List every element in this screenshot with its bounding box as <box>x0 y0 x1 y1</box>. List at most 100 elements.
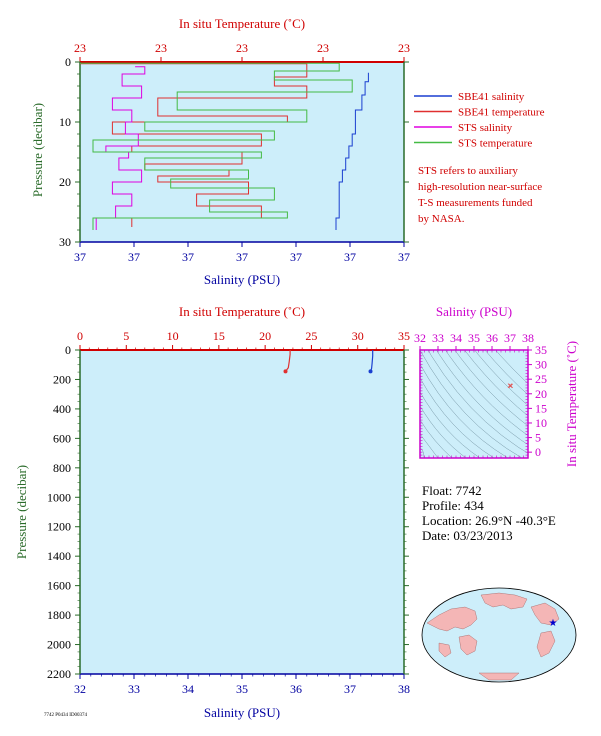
top-temperature-axis-title: In situ Temperature (˚C) <box>179 16 305 31</box>
main-plot-area <box>79 349 405 675</box>
series-sbe41-salinity <box>369 350 374 372</box>
main-salinity-tick-label: 34 <box>182 682 194 696</box>
main-temperature-tick-label: 35 <box>398 329 410 343</box>
ts-temperature-tick-label: 15 <box>535 401 547 415</box>
ts-temperature-tick-label: 20 <box>535 387 547 401</box>
ts-density-contour <box>420 391 481 458</box>
ts-density-contour <box>454 350 528 427</box>
ts-salinity-axis-title: Salinity (PSU) <box>436 304 512 319</box>
near-surface-profile-chart: 23 23 23 23 23 37 37 37 37 37 37 37 0 10 20 30 In situ … <box>30 16 410 287</box>
ts-density-contour <box>474 350 528 406</box>
main-temperature-tick-label: 0 <box>77 329 83 343</box>
main-pressure-tick-label: 400 <box>53 402 71 416</box>
ts-salinity-tick-label: 32 <box>414 331 426 345</box>
legend-label: SBE41 salinity <box>458 91 525 103</box>
top-salinity-tick-label: 37 <box>182 250 194 264</box>
ts-density-contour <box>420 350 523 458</box>
top-temperature-tick-label: 23 <box>236 41 248 55</box>
main-pressure-axis-title: Pressure (decibar) <box>14 465 29 559</box>
main-temperature-tick-label: 5 <box>123 329 129 343</box>
main-temperature-tick-label: 30 <box>352 329 364 343</box>
main-salinity-tick-label: 38 <box>398 682 410 696</box>
full-profile-chart: 0 5 10 15 20 25 30 35 32 33 34 35 36 37 38 0 200 400 600 80… <box>14 304 410 720</box>
main-salinity-tick-label: 35 <box>236 682 248 696</box>
main-pressure-tick-label: 2000 <box>47 638 71 652</box>
note-line: high-resolution near-surface <box>418 181 543 193</box>
series-end-marker <box>368 369 373 374</box>
top-salinity-tick-label: 37 <box>290 250 302 264</box>
ts-salinity-tick-label: 38 <box>522 331 534 345</box>
top-temperature-tick-label: 23 <box>398 41 410 55</box>
ts-salinity-tick-label: 34 <box>450 331 462 345</box>
ts-point <box>508 383 514 389</box>
ts-temperature-tick-label: 5 <box>535 431 541 445</box>
main-salinity-tick-label: 36 <box>290 682 302 696</box>
ts-density-contour <box>436 350 528 446</box>
main-pressure-tick-label: 200 <box>53 372 71 386</box>
main-pressure-tick-label: 0 <box>65 343 71 357</box>
ts-temperature-tick-label: 35 <box>535 343 547 357</box>
ts-temperature-tick-label: 30 <box>535 358 547 372</box>
ts-temperature-tick-label: 0 <box>535 445 541 459</box>
top-salinity-tick-label: 37 <box>398 250 410 264</box>
sts-note: STS refers to auxiliary high-resolution … <box>418 163 598 227</box>
map-landmass <box>426 592 560 681</box>
series-sbe41-salinity <box>335 72 369 230</box>
top-salinity-tick-label: 37 <box>236 250 248 264</box>
main-salinity-tick-label: 33 <box>128 682 140 696</box>
top-pressure-tick-label: 20 <box>59 175 71 189</box>
ts-density-contour <box>484 350 528 396</box>
legend-label: SBE41 temperature <box>458 107 545 119</box>
float-info: Float: 7742 Profile: 434 Location: 26.9°… <box>422 483 556 543</box>
main-pressure-tick-label: 1000 <box>47 490 71 504</box>
top-salinity-tick-label: 37 <box>74 250 86 264</box>
top-salinity-tick-label: 37 <box>344 250 356 264</box>
ts-temperature-axis-title: In situ Temperature (˚C) <box>564 341 579 467</box>
ts-temperature-tick-label: 25 <box>535 372 547 386</box>
ts-density-contour <box>495 350 528 384</box>
ts-density-contour <box>427 350 528 454</box>
ts-density-contour <box>420 405 467 458</box>
note-line: STS refers to auxiliary <box>418 165 518 177</box>
main-pressure-tick-label: 1800 <box>47 608 71 622</box>
float-id: Float: 7742 <box>422 483 482 498</box>
ts-salinity-tick-label: 36 <box>486 331 498 345</box>
main-pressure-tick-label: 800 <box>53 461 71 475</box>
top-pressure-tick-label: 0 <box>65 55 71 69</box>
float-location-marker: ★ <box>549 618 558 629</box>
ts-density-contour <box>420 447 425 458</box>
main-pressure-tick-label: 1400 <box>47 549 71 563</box>
ts-density-contour <box>420 419 453 458</box>
location: Location: 26.9°N -40.3°E <box>422 513 556 528</box>
top-temperature-tick-label: 23 <box>317 41 329 55</box>
main-salinity-tick-label: 37 <box>344 682 356 696</box>
top-temperature-tick-label: 23 <box>155 41 167 55</box>
footer-code: 7742 P0434 ID00374 <box>44 713 88 718</box>
main-pressure-tick-label: 2200 <box>47 667 71 681</box>
main-temperature-tick-label: 15 <box>213 329 225 343</box>
main-pressure-tick-label: 600 <box>53 431 71 445</box>
ts-density-contour <box>420 363 509 458</box>
series-end-marker <box>283 369 288 374</box>
top-salinity-tick-label: 37 <box>128 250 140 264</box>
ts-salinity-tick-label: 37 <box>504 331 516 345</box>
top-temperature-tick-label: 23 <box>74 41 86 55</box>
top-pressure-tick-label: 30 <box>59 235 71 249</box>
note-line: T-S measurements funded <box>418 197 533 209</box>
note-line: by NASA. <box>418 213 465 225</box>
main-pressure-tick-label: 1200 <box>47 520 71 534</box>
legend: SBE41 salinity SBE41 temperature STS salin… <box>414 91 545 150</box>
top-salinity-axis-title: Salinity (PSU) <box>204 272 280 287</box>
main-temperature-axis-title: In situ Temperature (˚C) <box>179 304 305 319</box>
ts-density-contour <box>420 433 439 458</box>
ts-density-contour <box>464 350 528 417</box>
legend-label: STS temperature <box>458 138 532 150</box>
ts-salinity-tick-label: 33 <box>432 331 444 345</box>
top-pressure-tick-label: 10 <box>59 115 71 129</box>
main-salinity-tick-label: 32 <box>74 682 86 696</box>
ts-temperature-tick-label: 10 <box>535 416 547 430</box>
ts-density-contour <box>420 377 495 458</box>
series-sts-temperature <box>80 62 353 230</box>
main-salinity-axis-title: Salinity (PSU) <box>204 705 280 720</box>
